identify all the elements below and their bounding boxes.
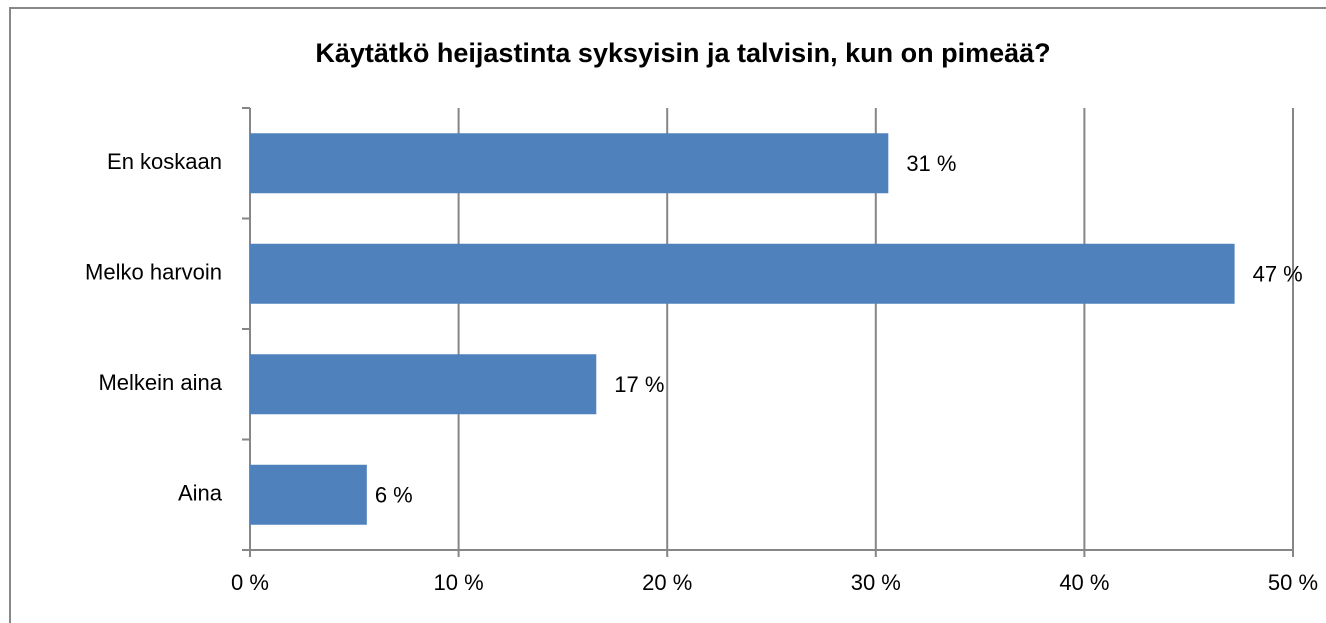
y-tick-label: En koskaan xyxy=(107,149,222,174)
bar xyxy=(250,243,1235,304)
x-tick-label: 0 % xyxy=(231,570,269,595)
chart-title: Käytätkö heijastinta syksyisin ja talvis… xyxy=(315,38,1050,68)
data-label: 6 % xyxy=(375,483,413,508)
x-tick-label: 50 % xyxy=(1268,570,1318,595)
data-label: 47 % xyxy=(1253,262,1303,287)
data-label: 31 % xyxy=(906,151,956,176)
x-tick-label: 10 % xyxy=(434,570,484,595)
bar xyxy=(250,464,367,525)
y-tick-label: Melkein aina xyxy=(98,370,222,395)
x-tick-label: 30 % xyxy=(851,570,901,595)
y-tick-label: Melko harvoin xyxy=(85,260,222,285)
bar xyxy=(250,133,889,194)
x-tick-label: 40 % xyxy=(1059,570,1109,595)
x-tick-label: 20 % xyxy=(642,570,692,595)
y-tick-label: Aina xyxy=(178,481,223,506)
data-label: 17 % xyxy=(614,372,664,397)
bar xyxy=(250,354,597,415)
